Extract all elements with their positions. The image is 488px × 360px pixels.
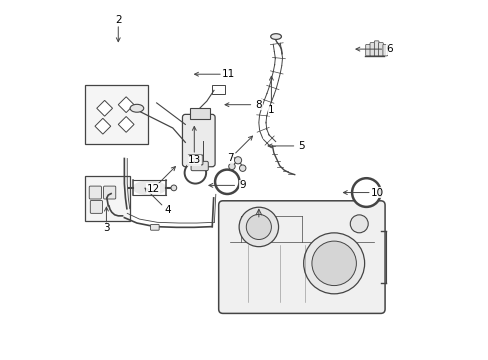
Text: 8: 8 bbox=[255, 100, 262, 110]
Ellipse shape bbox=[130, 104, 143, 112]
Circle shape bbox=[239, 207, 278, 247]
Text: 3: 3 bbox=[103, 224, 109, 233]
Circle shape bbox=[303, 233, 364, 294]
Circle shape bbox=[190, 158, 194, 162]
FancyBboxPatch shape bbox=[382, 44, 387, 56]
FancyBboxPatch shape bbox=[369, 42, 374, 56]
Circle shape bbox=[228, 163, 235, 170]
Circle shape bbox=[171, 185, 176, 191]
Circle shape bbox=[196, 158, 200, 162]
Text: 5: 5 bbox=[298, 141, 305, 151]
FancyBboxPatch shape bbox=[373, 41, 378, 56]
Text: 10: 10 bbox=[370, 188, 383, 198]
Circle shape bbox=[351, 178, 380, 207]
FancyBboxPatch shape bbox=[89, 186, 101, 199]
Text: 1: 1 bbox=[267, 105, 274, 115]
FancyBboxPatch shape bbox=[103, 186, 116, 199]
Circle shape bbox=[184, 162, 206, 184]
FancyBboxPatch shape bbox=[182, 114, 215, 167]
Ellipse shape bbox=[270, 34, 281, 40]
Circle shape bbox=[234, 157, 241, 164]
Circle shape bbox=[246, 215, 271, 239]
FancyBboxPatch shape bbox=[90, 201, 102, 213]
FancyBboxPatch shape bbox=[150, 225, 159, 230]
Text: 13: 13 bbox=[187, 155, 201, 165]
Text: 6: 6 bbox=[386, 44, 392, 54]
Text: 4: 4 bbox=[164, 206, 170, 216]
Bar bbox=[212, 85, 224, 94]
Polygon shape bbox=[118, 97, 134, 113]
Polygon shape bbox=[97, 100, 112, 116]
Circle shape bbox=[215, 170, 239, 194]
FancyBboxPatch shape bbox=[218, 201, 384, 314]
Text: 11: 11 bbox=[221, 69, 235, 79]
Bar bbox=[85, 85, 147, 144]
Circle shape bbox=[239, 165, 245, 171]
Text: 7: 7 bbox=[226, 153, 233, 163]
Text: 9: 9 bbox=[239, 180, 245, 190]
FancyBboxPatch shape bbox=[191, 161, 208, 171]
FancyBboxPatch shape bbox=[378, 42, 383, 56]
Ellipse shape bbox=[132, 180, 166, 195]
FancyBboxPatch shape bbox=[189, 108, 209, 119]
Bar bbox=[85, 176, 129, 221]
Polygon shape bbox=[95, 118, 110, 134]
Circle shape bbox=[311, 241, 356, 285]
Circle shape bbox=[349, 215, 367, 233]
Polygon shape bbox=[118, 117, 134, 132]
Text: 2: 2 bbox=[115, 15, 122, 26]
FancyBboxPatch shape bbox=[187, 155, 203, 165]
FancyBboxPatch shape bbox=[365, 44, 369, 56]
Text: 12: 12 bbox=[146, 184, 160, 194]
